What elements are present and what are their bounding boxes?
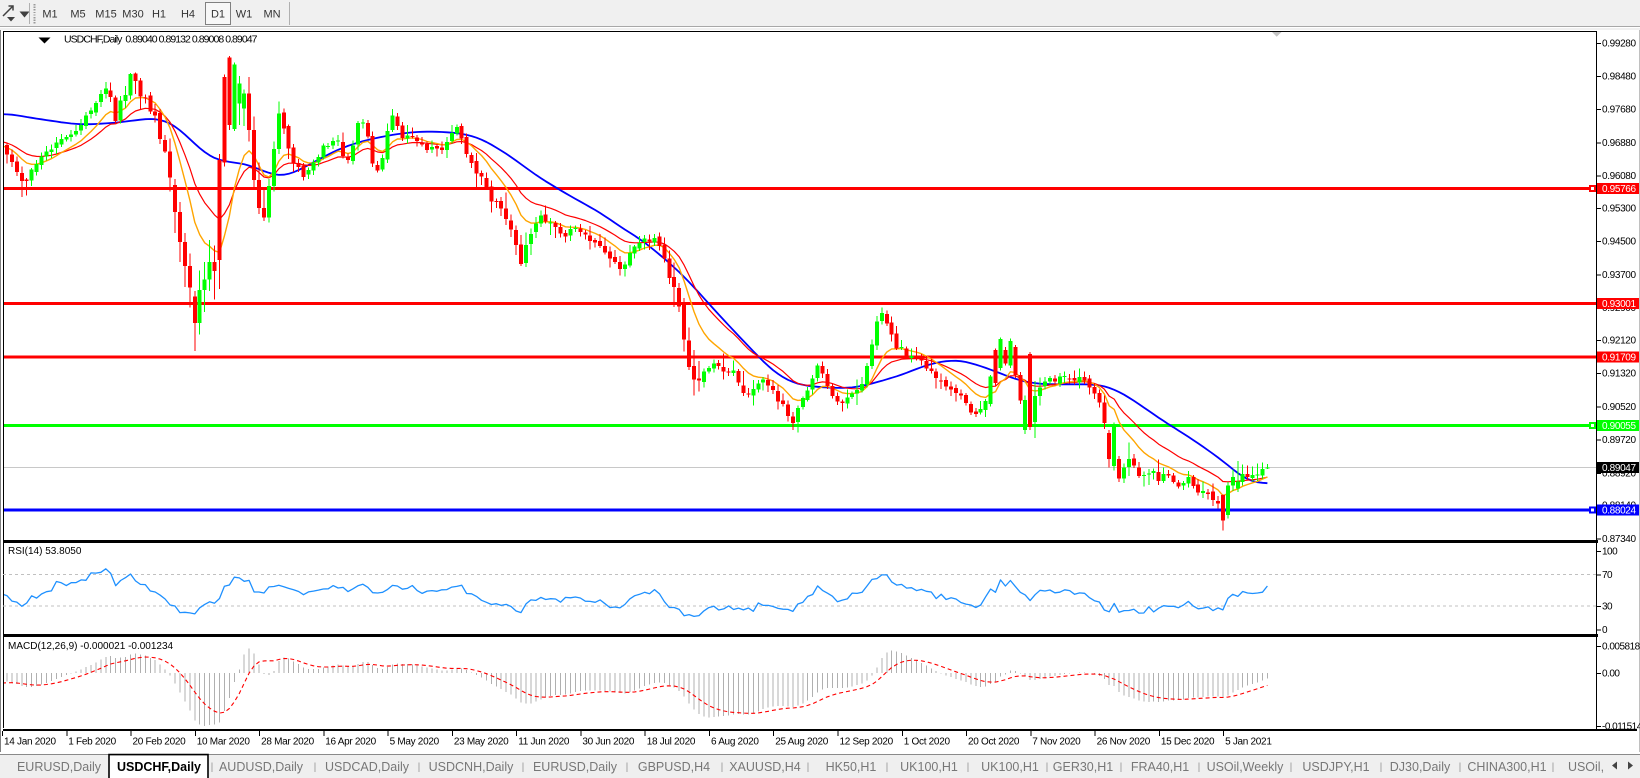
svg-text:W1: W1 (236, 9, 253, 21)
svg-text:0.93700: 0.93700 (1602, 270, 1636, 281)
svg-text:30: 30 (1602, 602, 1613, 613)
svg-text:1 Oct 2020: 1 Oct 2020 (904, 737, 951, 748)
svg-text:6 Aug 2020: 6 Aug 2020 (711, 737, 759, 748)
svg-text:16 Apr 2020: 16 Apr 2020 (325, 737, 376, 748)
svg-text:25 Aug 2020: 25 Aug 2020 (775, 737, 829, 748)
svg-text:-0.011514: -0.011514 (1602, 721, 1640, 732)
svg-text:0.89720: 0.89720 (1602, 435, 1636, 446)
svg-text:|: | (1459, 761, 1462, 773)
svg-text:|: | (721, 761, 724, 773)
svg-text:0.90520: 0.90520 (1602, 402, 1636, 413)
svg-text:|: | (522, 761, 525, 773)
svg-text:0.93001: 0.93001 (1602, 299, 1636, 310)
svg-text:|: | (1198, 761, 1201, 773)
svg-text:11 Jun 2020: 11 Jun 2020 (518, 737, 570, 748)
svg-text:|: | (211, 761, 214, 773)
svg-text:GBPUSD,H4: GBPUSD,H4 (638, 760, 710, 774)
svg-text:20 Feb 2020: 20 Feb 2020 (133, 737, 187, 748)
svg-text:12 Sep 2020: 12 Sep 2020 (840, 737, 894, 748)
svg-text:MACD(12,26,9) -0.000021 -0.001: MACD(12,26,9) -0.000021 -0.001234 (8, 641, 174, 652)
svg-text:XAUUSD,H4: XAUUSD,H4 (729, 760, 801, 774)
svg-text:D1: D1 (211, 9, 225, 21)
svg-text:|: | (1046, 761, 1049, 773)
svg-text:|: | (418, 761, 421, 773)
svg-text:UK100,H1: UK100,H1 (981, 760, 1039, 774)
svg-text:|: | (1380, 761, 1383, 773)
svg-text:|: | (1120, 761, 1123, 773)
svg-text:EURUSD,Daily: EURUSD,Daily (533, 760, 618, 774)
svg-text:1 Feb 2020: 1 Feb 2020 (68, 737, 116, 748)
svg-text:EURUSD,Daily: EURUSD,Daily (17, 760, 102, 774)
svg-text:0.88920: 0.88920 (1602, 468, 1636, 479)
svg-text:23 May 2020: 23 May 2020 (454, 737, 509, 748)
svg-text:RSI(14) 53.8050: RSI(14) 53.8050 (8, 546, 82, 557)
svg-text:20 Oct 2020: 20 Oct 2020 (968, 737, 1020, 748)
svg-text:5 Jan 2021: 5 Jan 2021 (1225, 737, 1272, 748)
svg-text:M1: M1 (42, 9, 57, 21)
svg-text:0.87340: 0.87340 (1602, 534, 1636, 545)
svg-text:70: 70 (1602, 570, 1613, 581)
svg-text:5 May 2020: 5 May 2020 (390, 737, 440, 748)
svg-text:15 Dec 2020: 15 Dec 2020 (1161, 737, 1215, 748)
svg-text:|: | (1290, 761, 1293, 773)
svg-text:10 Mar 2020: 10 Mar 2020 (197, 737, 251, 748)
svg-text:0.98480: 0.98480 (1602, 72, 1636, 83)
svg-text:|: | (886, 761, 889, 773)
svg-text:USDCAD,Daily: USDCAD,Daily (325, 760, 410, 774)
svg-text:26 Nov 2020: 26 Nov 2020 (1097, 737, 1151, 748)
svg-text:USOil,Weekly: USOil,Weekly (1207, 760, 1285, 774)
svg-text:M5: M5 (70, 9, 85, 21)
svg-text:USDCNH,Daily: USDCNH,Daily (429, 760, 514, 774)
svg-text:USOil,: USOil, (1568, 760, 1604, 774)
svg-text:H4: H4 (181, 9, 195, 21)
svg-text:FRA40,H1: FRA40,H1 (1131, 760, 1189, 774)
svg-text:30 Jun 2020: 30 Jun 2020 (582, 737, 634, 748)
svg-text:H1: H1 (152, 9, 166, 21)
svg-text:|: | (967, 761, 970, 773)
svg-text:0.91320: 0.91320 (1602, 369, 1636, 380)
svg-text:UK100,H1: UK100,H1 (900, 760, 958, 774)
svg-text:0.88024: 0.88024 (1602, 506, 1636, 517)
svg-text:0.91709: 0.91709 (1602, 353, 1636, 364)
svg-text:0.89047: 0.89047 (1602, 463, 1636, 474)
svg-text:USDJPY,H1: USDJPY,H1 (1302, 760, 1369, 774)
svg-text:0.90055: 0.90055 (1602, 421, 1636, 432)
svg-text:HK50,H1: HK50,H1 (826, 760, 877, 774)
svg-text:|: | (1552, 761, 1555, 773)
svg-text:|: | (807, 761, 810, 773)
svg-text:0.99280: 0.99280 (1602, 38, 1636, 49)
svg-text:0.94500: 0.94500 (1602, 237, 1636, 248)
svg-text:AUDUSD,Daily: AUDUSD,Daily (219, 760, 304, 774)
svg-text:GER30,H1: GER30,H1 (1053, 760, 1113, 774)
svg-text:0.96880: 0.96880 (1602, 138, 1636, 149)
svg-text:M15: M15 (95, 9, 116, 21)
svg-text:0.95766: 0.95766 (1602, 184, 1636, 195)
svg-text:7 Nov 2020: 7 Nov 2020 (1032, 737, 1081, 748)
svg-text:100: 100 (1602, 547, 1618, 558)
svg-text:18 Jul 2020: 18 Jul 2020 (647, 737, 696, 748)
svg-text:CHINA300,H1: CHINA300,H1 (1467, 760, 1546, 774)
svg-text:MN: MN (263, 9, 280, 21)
svg-text:0.95300: 0.95300 (1602, 204, 1636, 215)
svg-text:USDCHF,Daily 0.89040 0.89132: USDCHF,Daily 0.89040 0.89132 0.89008 0.8… (64, 34, 258, 46)
svg-text:14 Jan 2020: 14 Jan 2020 (4, 737, 56, 748)
svg-text:USDCHF,Daily: USDCHF,Daily (117, 760, 201, 774)
svg-text:0: 0 (1602, 625, 1608, 636)
svg-text:28 Mar 2020: 28 Mar 2020 (261, 737, 315, 748)
svg-text:|: | (314, 761, 317, 773)
svg-text:|: | (626, 761, 629, 773)
svg-text:0.92120: 0.92120 (1602, 336, 1636, 347)
svg-text:0.00: 0.00 (1602, 668, 1620, 679)
svg-text:DJ30,Daily: DJ30,Daily (1390, 760, 1451, 774)
svg-text:M30: M30 (122, 9, 143, 21)
svg-text:0.005818: 0.005818 (1602, 641, 1640, 652)
svg-text:0.96080: 0.96080 (1602, 171, 1636, 182)
svg-text:0.97680: 0.97680 (1602, 105, 1636, 116)
